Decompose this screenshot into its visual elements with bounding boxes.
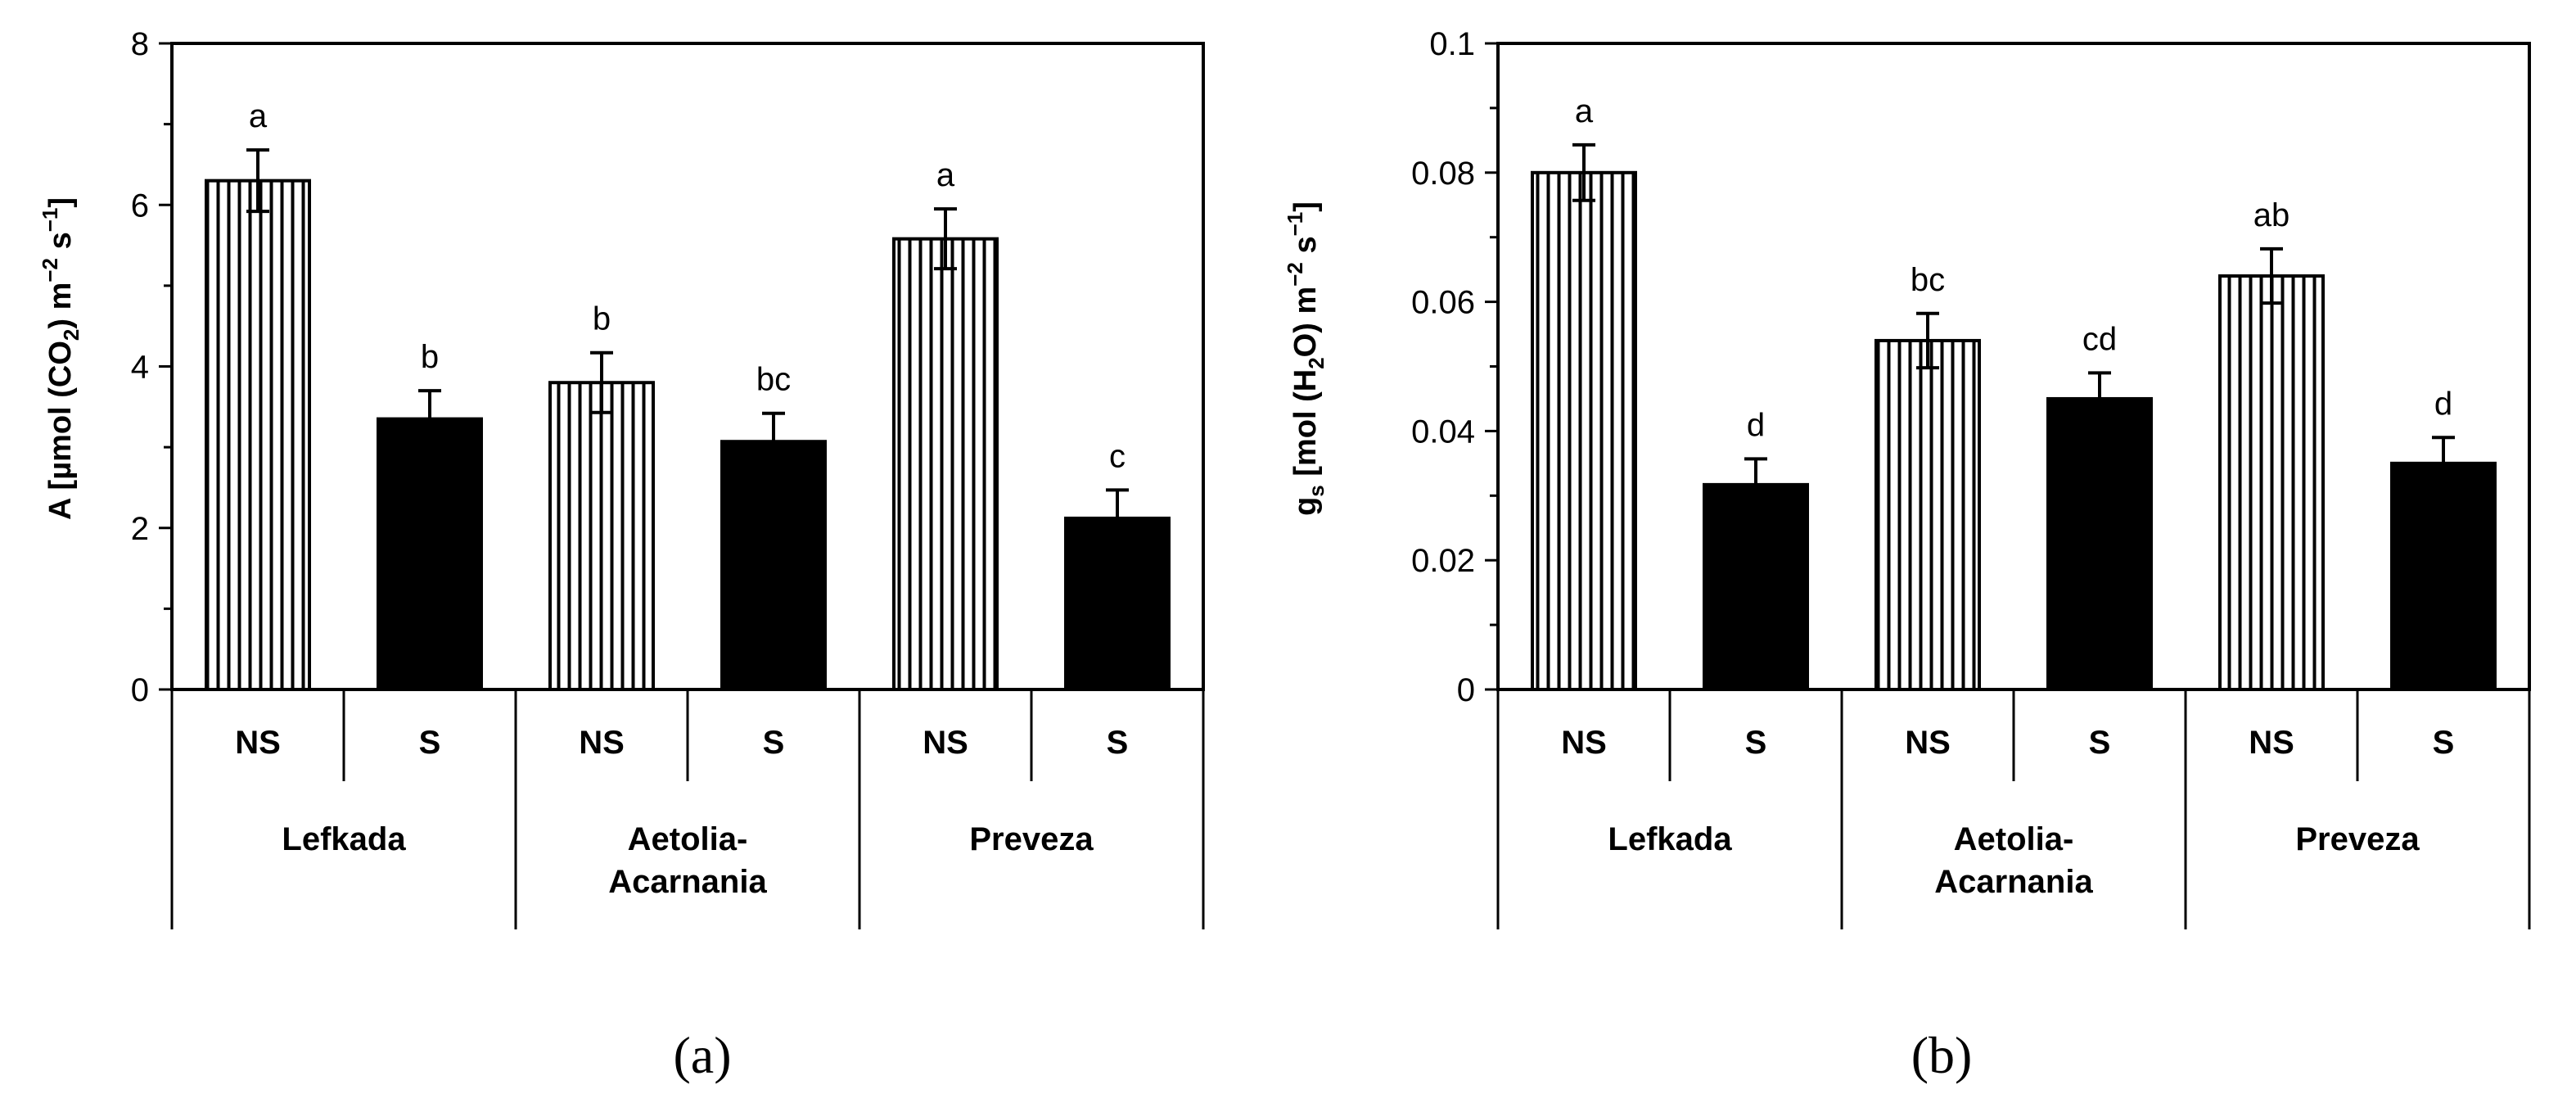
bar-ns-b [1874, 338, 1981, 691]
bar-s-a [377, 417, 483, 691]
group-label-a: Preveza [969, 821, 1094, 857]
bar-ns-b [1531, 170, 1637, 692]
group-label-b: Preveza [2295, 821, 2420, 857]
group-label-a: Lefkada [282, 821, 406, 857]
group-label-a: Aetolia-Acarnania [608, 821, 767, 900]
y-axis-label-b: gs [mol (H2O) m−2 s−1] [1283, 201, 1329, 516]
bar-s-b [2046, 396, 2153, 691]
treatment-label-b: NS [2249, 725, 2294, 761]
significance-letter-b: cd [2082, 321, 2117, 357]
significance-letter-a: bc [756, 362, 791, 398]
significance-letter-a: b [593, 301, 611, 337]
significance-letter-a: a [249, 98, 268, 134]
plot-frame-b [1496, 42, 2531, 691]
significance-letter-a: a [936, 157, 955, 193]
significance-letter-a: c [1109, 438, 1126, 474]
treatment-label-a: NS [923, 725, 968, 761]
bar-s-a [720, 440, 827, 691]
significance-letter-b: ab [2253, 197, 2290, 233]
panel-caption-a: (a) [673, 1026, 731, 1084]
treatment-label-a: S [1107, 725, 1129, 761]
y-tick-label-a: 2 [131, 511, 149, 547]
significance-letter-b: a [1575, 93, 1594, 129]
significance-letter-a: b [421, 339, 439, 375]
bar-ns-a [548, 381, 655, 691]
y-tick-label-b: 0 [1457, 672, 1475, 708]
chart-panel-b: gs [mol (H2O) m−2 s−1] 0 0.02 0.04 0.06 0.08… [1283, 26, 2531, 1084]
y-tick-label-a: 4 [131, 350, 149, 386]
y-tick-label-a: 8 [131, 26, 149, 62]
significance-letter-b: d [2434, 386, 2452, 422]
plot-frame-a [170, 42, 1205, 691]
plot-area-b: 0 0.02 0.04 0.06 0.08 0.1 a NS d Sbc NS cd Sab NS d S Le… [1411, 26, 2531, 929]
bar-s-b [2390, 461, 2497, 691]
panel-caption-b: (b) [1911, 1026, 1973, 1084]
y-tick-label-b: 0.08 [1411, 156, 1475, 192]
group-label-b: Lefkada [1608, 821, 1732, 857]
svg-text:gs [mol (H2O) m−2 s−1]: gs [mol (H2O) m−2 s−1] [1283, 201, 1329, 516]
y-axis-label-a: A [µmol (CO2) m−2 s−1] [38, 197, 83, 520]
treatment-label-b: S [2433, 725, 2455, 761]
treatment-label-a: S [763, 725, 785, 761]
svg-text:A [µmol (CO2) m−2 s−1]: A [µmol (CO2) m−2 s−1] [38, 197, 83, 520]
y-tick-label-b: 0.1 [1429, 26, 1475, 62]
bar-ns-a [205, 179, 311, 692]
y-tick-label-a: 0 [131, 672, 149, 708]
bar-s-b [1703, 482, 1809, 692]
group-label-b: Aetolia-Acarnania [1934, 821, 2093, 900]
chart-panel-a: A [µmol (CO2) m−2 s−1] 0 2 4 6 8 a NS b Sb NS bc Sa… [38, 26, 1205, 1084]
significance-letter-b: bc [1911, 262, 1945, 298]
y-tick-label-b: 0.04 [1411, 414, 1475, 450]
treatment-label-a: S [419, 725, 441, 761]
bar-ns-a [892, 237, 999, 691]
treatment-label-b: NS [1905, 725, 1951, 761]
bar-ns-b [2218, 274, 2325, 691]
significance-letter-b: d [1747, 407, 1765, 443]
treatment-label-a: NS [235, 725, 281, 761]
y-tick-label-b: 0.06 [1411, 285, 1475, 321]
treatment-label-b: S [2089, 725, 2111, 761]
treatment-label-b: NS [1561, 725, 1607, 761]
bar-s-a [1064, 516, 1171, 691]
y-tick-label-a: 6 [131, 188, 149, 224]
plot-area-a: 0 2 4 6 8 a NS b Sb NS bc Sa NS c S Lefkada Aetolia-Acar… [131, 26, 1205, 929]
treatment-label-b: S [1745, 725, 1767, 761]
treatment-label-a: NS [579, 725, 625, 761]
y-tick-label-b: 0.02 [1411, 543, 1475, 579]
